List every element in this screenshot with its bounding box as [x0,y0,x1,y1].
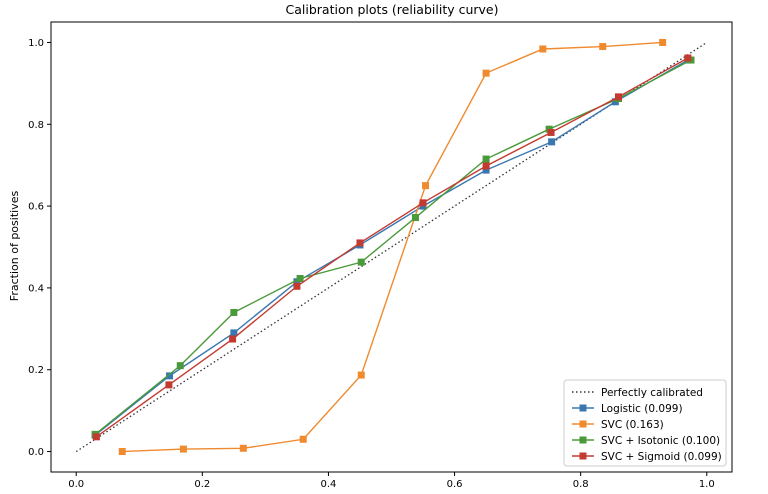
y-tick-label: 0.4 [28,283,44,294]
x-tick-label: 0.2 [194,479,210,490]
data-point [230,308,238,316]
data-point [176,362,184,370]
y-tick-label: 1.0 [28,38,44,49]
data-point [118,448,126,456]
data-point [356,239,364,247]
x-tick-label: 0.8 [573,479,589,490]
data-point [166,372,174,380]
y-axis-label: Fraction of positives [8,191,21,302]
data-point [165,381,173,389]
data-point [615,93,622,101]
data-point [548,138,556,146]
x-axis: 0.0 0.2 0.4 0.6 0.8 1.0 [68,472,715,490]
legend-item: SVC + Isotonic (0.100) [572,435,720,447]
legend-marker [579,436,587,444]
legend-item: Logistic (0.099) [572,403,683,415]
y-tick-label: 0.6 [28,202,44,213]
x-tick-label: 1.0 [699,479,715,490]
data-point [482,155,490,163]
y-tick-label: 0.0 [28,447,44,458]
x-tick-label: 0.0 [68,479,84,490]
data-point [299,435,307,443]
legend: Perfectly calibrated Logistic (0.099) SVC … [563,379,727,467]
data-point [482,69,490,77]
x-tick-label: 0.4 [320,479,336,490]
legend-box [563,379,727,467]
series-layer [75,38,708,456]
x-tick-label: 0.6 [447,479,463,490]
series-line [94,59,689,436]
data-point [179,445,187,453]
y-axis: 0.0 0.2 0.4 0.6 0.8 1.0 [28,38,51,458]
data-point [357,258,365,266]
data-point [230,329,238,337]
data-point [419,199,427,207]
legend-marker [579,452,587,460]
data-point [293,282,301,290]
data-point [539,45,547,53]
series-svc-sigmoid-0-099 [92,54,692,441]
data-point [239,444,247,452]
data-point [229,335,237,343]
legend-marker [579,404,587,412]
legend-label: SVC + Isotonic (0.100) [601,435,720,447]
series-line [94,59,692,435]
data-point [411,214,419,222]
data-point [599,43,607,51]
plot-frame [50,21,733,473]
legend-item: SVC + Sigmoid (0.099) [572,451,722,463]
legend-item: SVC (0.163) [572,419,664,431]
legend-label: SVC (0.163) [601,419,664,431]
data-point [659,38,667,46]
data-point [482,166,490,174]
data-point [684,54,692,62]
series-svc-0-163 [118,38,667,456]
series-line [122,41,663,453]
series-line [95,57,689,438]
data-point [482,162,490,170]
data-point [547,128,555,136]
data-point [422,182,430,190]
data-point [92,433,100,441]
legend-label: Logistic (0.099) [601,403,683,415]
y-tick-label: 0.8 [28,120,44,131]
series-line [75,41,708,453]
y-tick-label: 0.2 [28,365,44,376]
legend-label: SVC + Sigmoid (0.099) [601,451,722,463]
series-perfectly-calibrated [75,41,708,453]
legend-marker [579,420,587,428]
data-point [296,275,304,282]
legend-item: Perfectly calibrated [572,387,703,399]
legend-label: Perfectly calibrated [601,387,703,399]
chart-title: Calibration plots (reliability curve) [286,2,499,17]
data-point [357,371,365,379]
